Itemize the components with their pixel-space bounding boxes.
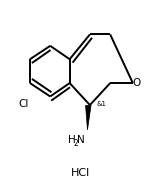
Text: N: N (77, 135, 85, 145)
Text: &1: &1 (96, 101, 106, 107)
Text: Cl: Cl (18, 99, 29, 109)
Text: H: H (68, 135, 76, 145)
Text: 2: 2 (73, 139, 78, 148)
Text: O: O (133, 78, 141, 88)
Polygon shape (86, 105, 91, 130)
Text: HCl: HCl (71, 168, 91, 178)
